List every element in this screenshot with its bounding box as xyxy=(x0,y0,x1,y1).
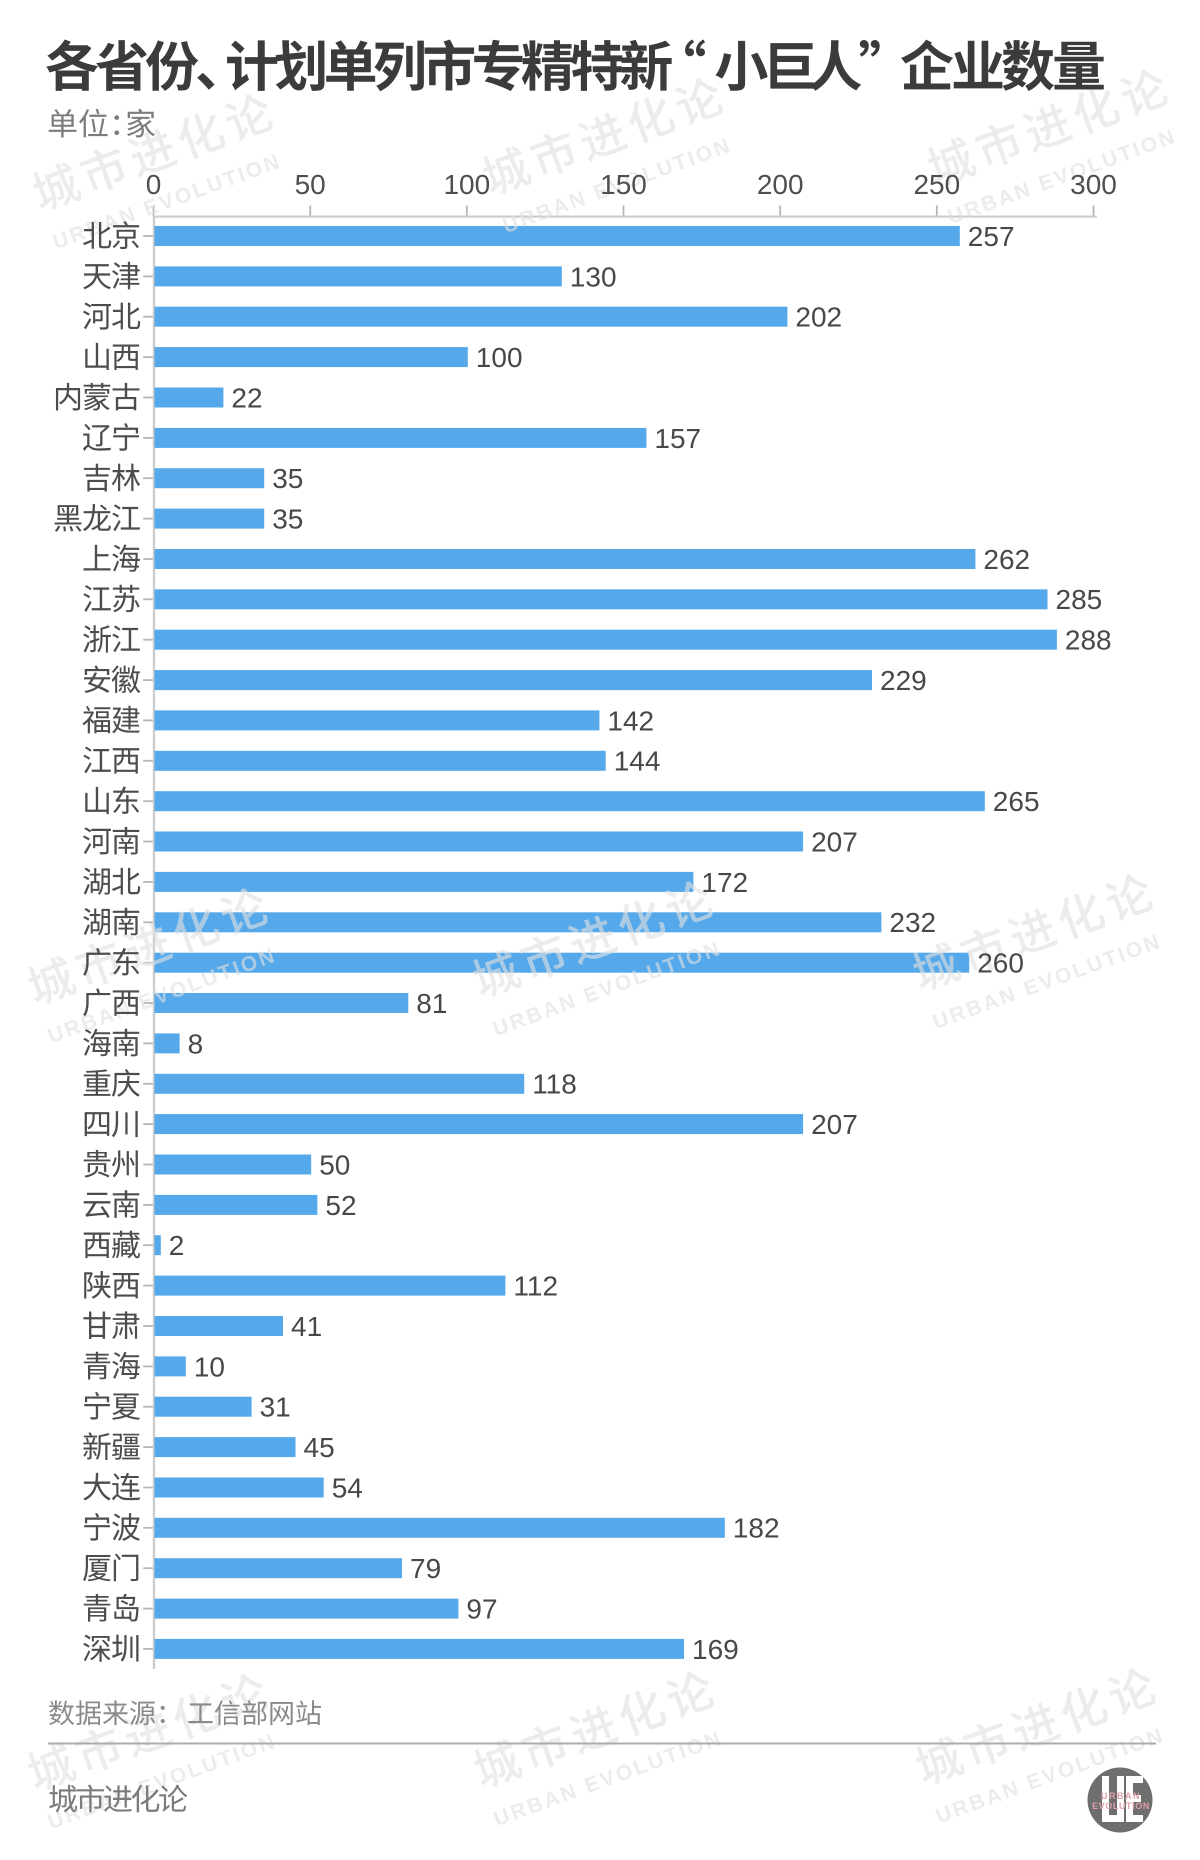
svg-text:50: 50 xyxy=(295,169,326,200)
svg-text:URBAN: URBAN xyxy=(1101,1791,1141,1801)
svg-text:150: 150 xyxy=(600,169,647,200)
svg-text:232: 232 xyxy=(889,907,936,938)
svg-text:265: 265 xyxy=(993,786,1040,817)
svg-text:207: 207 xyxy=(811,826,858,857)
svg-text:118: 118 xyxy=(532,1069,577,1100)
svg-text:142: 142 xyxy=(607,705,654,736)
svg-text:100: 100 xyxy=(443,169,490,200)
svg-text:250: 250 xyxy=(913,169,960,200)
svg-text:97: 97 xyxy=(466,1594,497,1625)
svg-text:172: 172 xyxy=(701,867,748,898)
svg-text:79: 79 xyxy=(410,1553,441,1584)
svg-text:EVOLUTION: EVOLUTION xyxy=(1092,1801,1150,1811)
svg-text:300: 300 xyxy=(1070,169,1117,200)
svg-text:262: 262 xyxy=(983,544,1030,575)
svg-text:182: 182 xyxy=(733,1513,780,1544)
svg-text:200: 200 xyxy=(757,169,804,200)
svg-text:229: 229 xyxy=(880,665,927,696)
svg-text:144: 144 xyxy=(614,746,661,777)
svg-text:257: 257 xyxy=(968,221,1015,252)
svg-text:2: 2 xyxy=(169,1230,185,1261)
svg-text:22: 22 xyxy=(231,382,262,413)
svg-text:41: 41 xyxy=(291,1311,322,1342)
svg-text:52: 52 xyxy=(325,1190,356,1221)
svg-text:10: 10 xyxy=(194,1351,225,1382)
svg-text:0: 0 xyxy=(146,169,162,200)
svg-text:169: 169 xyxy=(692,1634,739,1665)
svg-text:45: 45 xyxy=(304,1432,335,1463)
svg-text:207: 207 xyxy=(811,1109,858,1140)
svg-text:81: 81 xyxy=(416,988,447,1019)
svg-text:202: 202 xyxy=(795,302,842,333)
svg-text:100: 100 xyxy=(476,342,523,373)
svg-text:54: 54 xyxy=(332,1472,363,1503)
svg-text:31: 31 xyxy=(260,1392,291,1423)
svg-text:35: 35 xyxy=(272,463,303,494)
svg-text:260: 260 xyxy=(977,948,1024,979)
svg-text:50: 50 xyxy=(319,1149,350,1180)
svg-text:8: 8 xyxy=(188,1028,204,1059)
svg-text:35: 35 xyxy=(272,504,303,535)
svg-text:112: 112 xyxy=(513,1271,558,1302)
svg-text:130: 130 xyxy=(570,261,617,292)
svg-text:157: 157 xyxy=(654,423,701,454)
svg-text:288: 288 xyxy=(1065,625,1112,656)
svg-text:285: 285 xyxy=(1056,584,1103,615)
